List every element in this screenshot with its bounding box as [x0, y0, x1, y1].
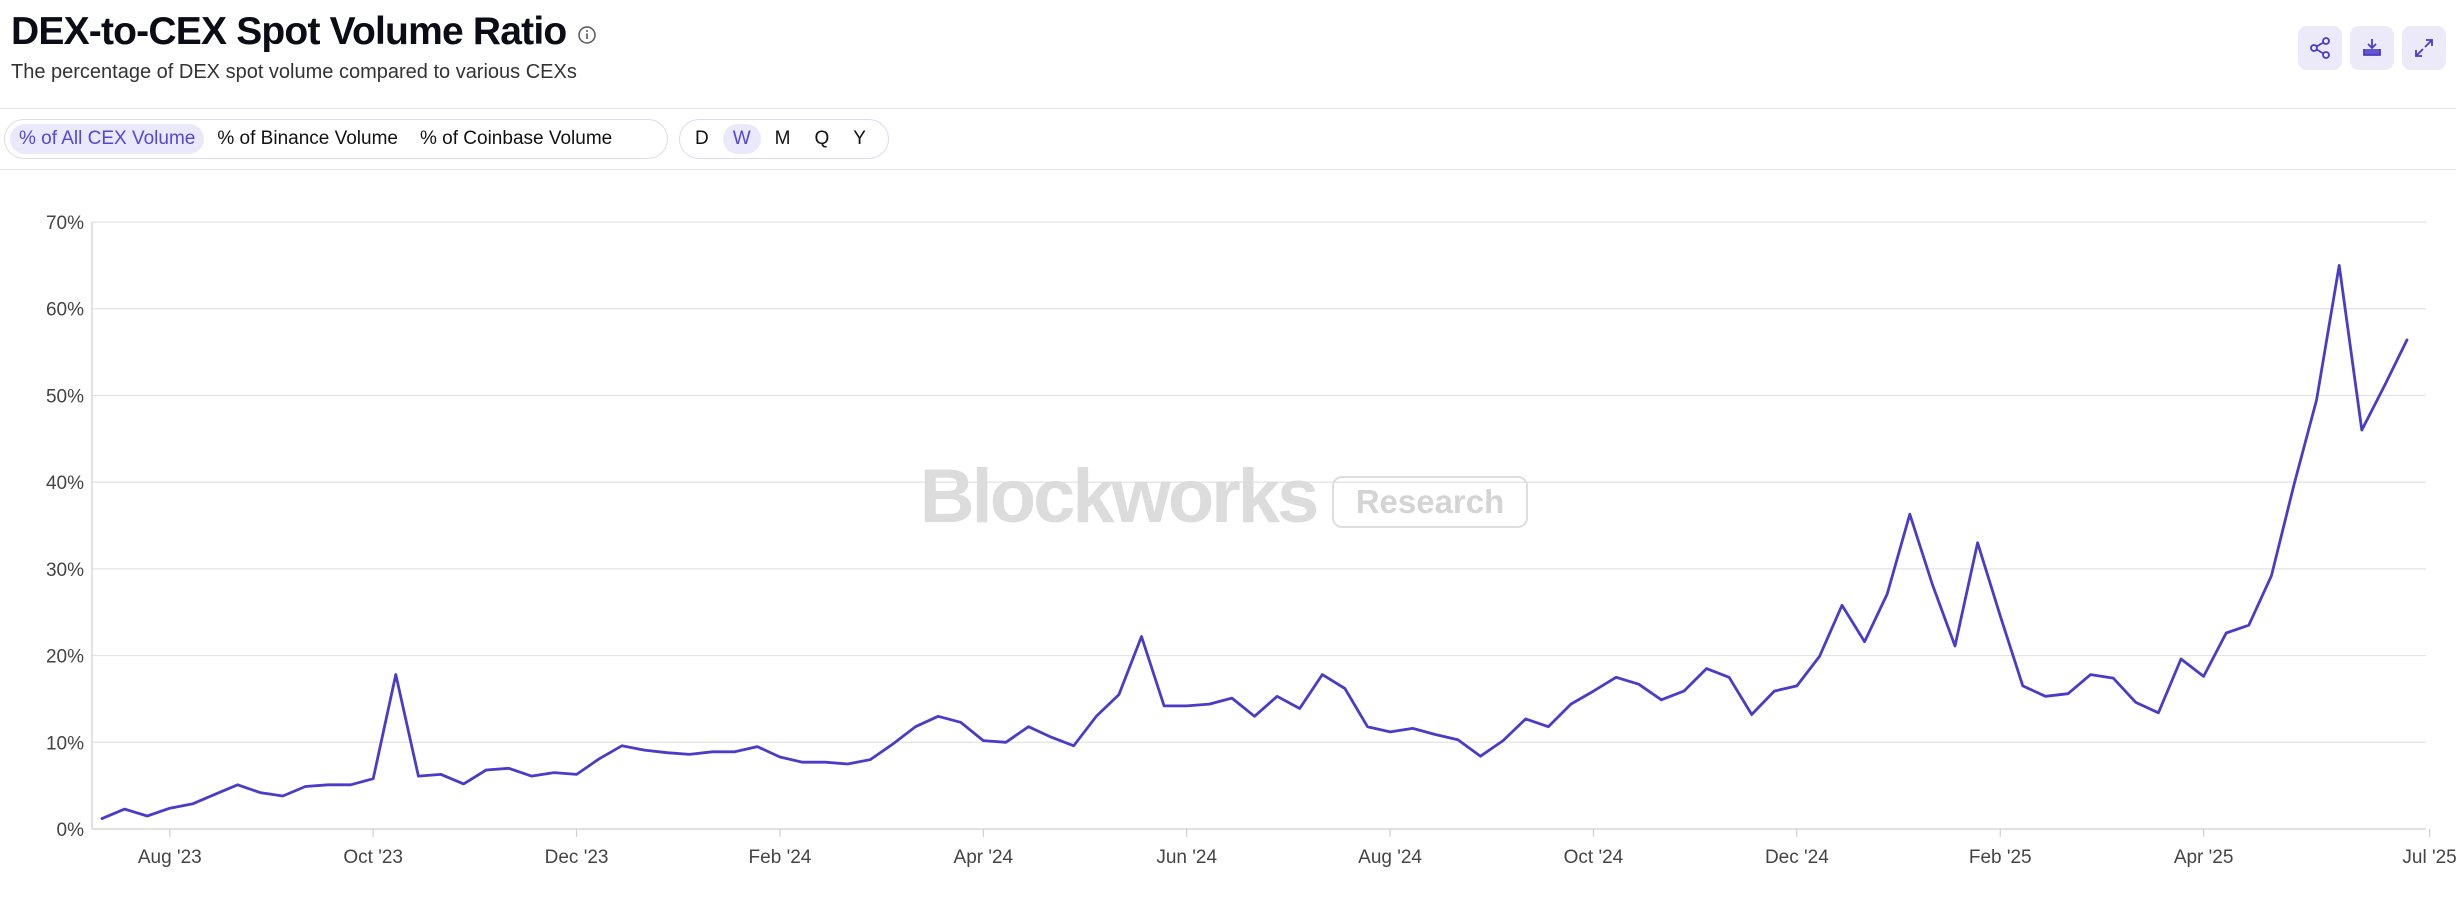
watermark-brand: Blockworks [920, 454, 1317, 539]
chart-header: DEX-to-CEX Spot Volume Ratio The percent… [0, 0, 2456, 109]
axes: 0% 10% 20% 30% 40% 50% 60% 70% Aug '23 Oct '23 Dec… [46, 213, 2456, 868]
x-tick-label: Jun '24 [1156, 847, 1217, 868]
y-tick-label: 50% [46, 386, 84, 407]
interval-m[interactable]: M [774, 128, 791, 149]
x-tick-label: Feb '25 [1969, 847, 2032, 868]
x-tick-label: Oct '23 [343, 847, 403, 868]
y-tick-label: 20% [46, 647, 84, 668]
watermark-badge-frame [1332, 476, 1528, 528]
share-button[interactable] [2298, 26, 2342, 70]
x-tick-label: Aug '23 [138, 847, 202, 868]
metric-selector: % of All CEX Volume % of Binance Volume … [4, 119, 668, 159]
grid [92, 221, 2426, 830]
chart-controls: % of All CEX Volume % of Binance Volume … [0, 109, 2456, 170]
x-tick-label: Jul '25 [2402, 847, 2456, 868]
download-icon [2363, 39, 2381, 56]
y-tick-label: 40% [46, 473, 84, 494]
title-row: DEX-to-CEX Spot Volume Ratio [11, 10, 598, 54]
y-tick-label: 30% [46, 560, 84, 581]
tab-binance-volume[interactable]: % of Binance Volume [217, 128, 398, 149]
page-title: DEX-to-CEX Spot Volume Ratio [11, 10, 567, 53]
x-tick-label: Aug '24 [1358, 847, 1422, 868]
y-tick-label: 10% [46, 733, 84, 754]
expand-icon [2415, 39, 2433, 57]
download-button[interactable] [2350, 26, 2394, 70]
tab-coinbase-volume[interactable]: % of Coinbase Volume [420, 128, 613, 149]
interval-d[interactable]: D [695, 128, 709, 149]
y-tick-label: 60% [46, 300, 84, 321]
interval-w[interactable]: W [722, 124, 761, 154]
header-actions [2298, 26, 2446, 70]
x-tick-label: Apr '25 [2174, 847, 2234, 868]
interval-y[interactable]: Y [853, 128, 866, 149]
y-tick-label: 0% [57, 820, 85, 841]
interval-q[interactable]: Q [814, 128, 830, 149]
page-subtitle: The percentage of DEX spot volume compar… [11, 61, 577, 83]
x-tick-label: Dec '23 [545, 847, 609, 868]
y-tick-label: 70% [46, 213, 84, 234]
watermark-badge: Research [1356, 483, 1505, 520]
tab-all-cex-volume[interactable]: % of All CEX Volume [10, 124, 205, 154]
series [100, 263, 2409, 820]
x-tick-label: Dec '24 [1765, 847, 1829, 868]
x-tick-label: Feb '24 [749, 847, 812, 868]
line-chart: Blockworks Research 0% 10% 20% 30% 40% 50% 60%… [46, 213, 2456, 868]
x-tick-label: Apr '24 [954, 847, 1014, 868]
info-icon[interactable] [576, 24, 598, 46]
interval-selector: D W M Q Y [679, 119, 889, 159]
expand-button[interactable] [2402, 26, 2446, 70]
x-tick-label: Oct '24 [1564, 847, 1624, 868]
series-line[interactable] [100, 263, 2409, 820]
watermark: Blockworks Research [920, 454, 1528, 539]
share-icon [2310, 37, 2330, 59]
